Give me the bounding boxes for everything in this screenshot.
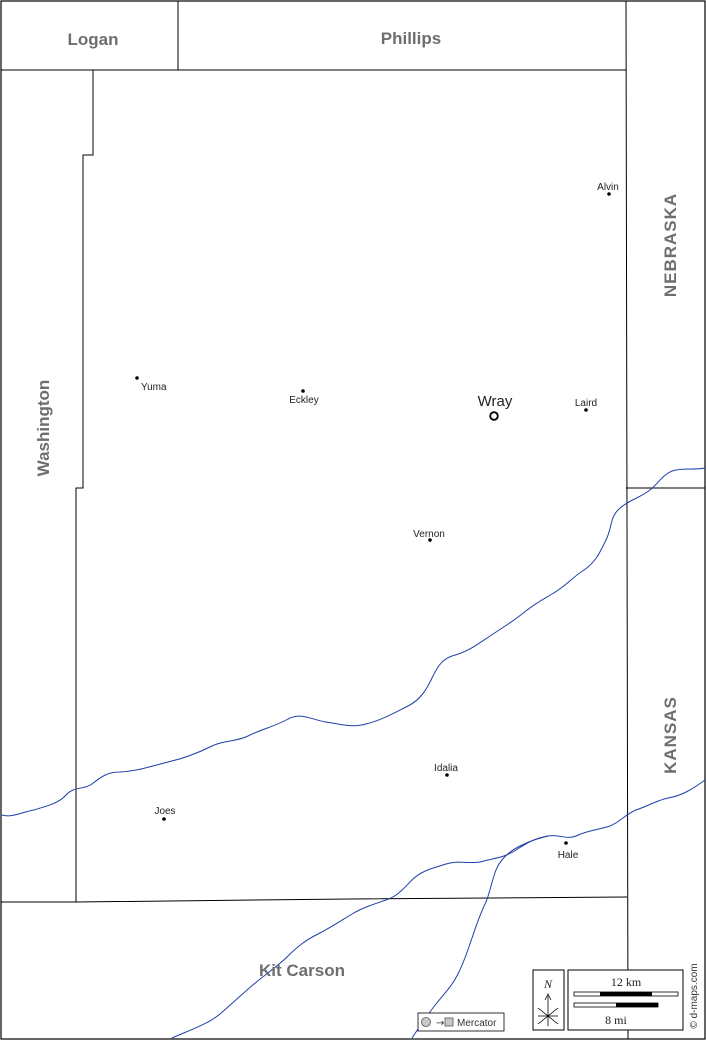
- north-arrow-box: [532, 969, 565, 1031]
- border-washington-yuma: [75, 70, 94, 902]
- town-label-hale: Hale: [558, 850, 579, 861]
- town-dot-vernon: [428, 538, 432, 542]
- county-label-logan: Logan: [68, 30, 119, 49]
- county-label-phillips: Phillips: [381, 29, 441, 48]
- border-kit-carson: [1, 896, 628, 903]
- scale-bar-box: [567, 969, 684, 1031]
- north-arrow-label: N: [543, 977, 553, 991]
- towns: Alvin Yuma Eckley Wray Laird Vernon Idal…: [135, 182, 619, 861]
- town-dot-hale: [564, 841, 568, 845]
- town-label-alvin: Alvin: [597, 182, 619, 193]
- town-label-yuma: Yuma: [141, 382, 167, 393]
- town-label-vernon: Vernon: [413, 529, 445, 540]
- town-label-joes: Joes: [154, 806, 175, 817]
- town-dot-idalia: [445, 773, 449, 777]
- projection-frame: [417, 1012, 505, 1032]
- north-arrow-head: [544, 993, 552, 1001]
- globe-icon: [421, 1017, 431, 1027]
- county-label-kit-carson: Kit Carson: [259, 961, 345, 980]
- town-dot-laird: [584, 408, 588, 412]
- state-label-kansas: KANSAS: [661, 696, 680, 774]
- rivers: [1, 467, 706, 1039]
- scale-label-mi: 8 mi: [605, 1013, 627, 1027]
- county-label-washington: Washington: [34, 380, 53, 477]
- credit-label: © d-maps.com: [689, 963, 700, 1028]
- river-north-fork-republican: [1, 467, 706, 817]
- town-dot-alvin: [607, 192, 611, 196]
- state-label-nebraska: NEBRASKA: [661, 193, 680, 297]
- town-label-laird: Laird: [575, 398, 597, 409]
- scale-bar: 12 km 8 mi: [567, 969, 684, 1031]
- town-dot-joes: [162, 817, 166, 821]
- river-south-branch: [411, 835, 549, 1039]
- projection-label: Mercator: [457, 1018, 497, 1029]
- town-seat-wray: [489, 411, 499, 421]
- scale-km-fill: [600, 992, 652, 996]
- scale-mi-fill: [616, 1003, 658, 1007]
- town-dot-eckley: [301, 389, 305, 393]
- town-dot-yuma: [135, 376, 139, 380]
- arrow-right-icon: →: [436, 1018, 444, 1029]
- town-label-idalia: Idalia: [434, 763, 458, 774]
- north-arrow: N: [532, 969, 565, 1031]
- town-label-wray: Wray: [478, 393, 513, 410]
- border-east-state-line: [625, 0, 629, 1040]
- river-arikaree: [171, 779, 706, 1039]
- scale-label-km: 12 km: [611, 975, 642, 989]
- flat-map-icon: [444, 1017, 454, 1027]
- projection-box: → Mercator: [417, 1012, 505, 1032]
- town-label-eckley: Eckley: [289, 395, 318, 406]
